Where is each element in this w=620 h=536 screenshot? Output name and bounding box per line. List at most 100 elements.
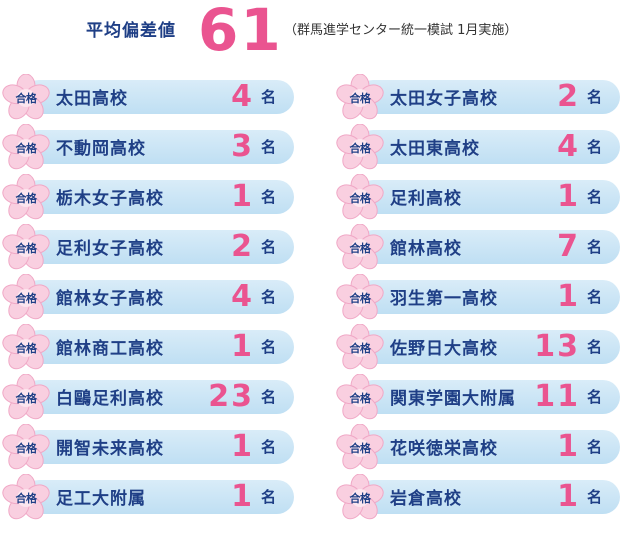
school-name: 太田高校 [56,89,128,109]
pass-count: 23 [208,379,254,414]
school-name: 館林高校 [390,239,462,259]
sakura-flower-icon: 合格 [334,74,386,122]
result-row: 合格 関東学園大附属 11 名 [334,372,620,422]
result-pill [22,80,294,114]
sakura-flower-icon: 合格 [334,224,386,272]
pass-count: 1 [557,479,580,514]
result-pill [22,380,294,414]
pass-badge-text: 合格 [15,342,38,355]
result-pill [356,80,620,114]
result-row: 合格 足利高校 1 名 [334,172,620,222]
result-pill [22,330,294,364]
pass-count: 7 [557,229,580,264]
count-unit: 名 [586,188,602,206]
pass-count: 1 [231,329,254,364]
pass-count: 13 [534,329,580,364]
result-row: 合格 足工大附属 1 名 [0,472,294,522]
count-unit: 名 [260,238,276,256]
count-unit: 名 [586,388,602,406]
pass-count: 4 [231,279,254,314]
pass-badge-text: 合格 [349,192,372,205]
result-row: 合格 栃木女子高校 1 名 [0,172,294,222]
result-row: 合格 太田女子高校 2 名 [334,72,620,122]
sakura-flower-icon: 合格 [0,224,52,272]
result-row: 合格 佐野日大高校 13 名 [334,322,620,372]
school-name: 羽生第一高校 [390,289,498,309]
pass-badge-text: 合格 [15,92,38,105]
count-unit: 名 [586,488,602,506]
result-pill [356,430,620,464]
sakura-flower-icon: 合格 [0,374,52,422]
pass-badge-text: 合格 [15,142,38,155]
result-pill [22,130,294,164]
pass-count: 2 [231,229,254,264]
count-unit: 名 [586,438,602,456]
count-unit: 名 [260,388,276,406]
pass-badge-text: 合格 [15,392,38,405]
result-pill [22,430,294,464]
school-name: 太田女子高校 [390,89,498,109]
pass-count: 4 [557,129,580,164]
pass-count: 1 [231,179,254,214]
pass-badge-text: 合格 [349,242,372,255]
sakura-flower-icon: 合格 [334,124,386,172]
sakura-flower-icon: 合格 [0,74,52,122]
pass-count: 1 [557,429,580,464]
pass-count: 2 [557,79,580,114]
pass-badge-text: 合格 [349,442,372,455]
result-pill [356,180,620,214]
sakura-flower-icon: 合格 [0,124,52,172]
sakura-flower-icon: 合格 [0,174,52,222]
school-name: 栃木女子高校 [56,189,164,209]
sakura-flower-icon: 合格 [334,174,386,222]
pass-count: 1 [231,429,254,464]
pass-count: 4 [231,79,254,114]
school-name: 足工大附属 [56,489,146,509]
sakura-flower-icon: 合格 [0,274,52,322]
pass-count: 1 [557,279,580,314]
school-name: 白鷗足利高校 [56,389,164,409]
pass-badge-text: 合格 [15,492,38,505]
count-unit: 名 [260,288,276,306]
result-pill [356,280,620,314]
result-row: 合格 花咲徳栄高校 1 名 [334,422,620,472]
school-name: 太田東高校 [390,139,480,159]
count-unit: 名 [260,188,276,206]
count-unit: 名 [586,238,602,256]
pass-badge-text: 合格 [349,392,372,405]
school-name: 館林女子高校 [56,289,164,309]
pass-badge-text: 合格 [15,242,38,255]
pass-count: 1 [557,179,580,214]
sakura-flower-icon: 合格 [334,274,386,322]
result-pill [356,480,620,514]
result-pill [356,130,620,164]
sakura-flower-icon: 合格 [334,324,386,372]
result-row: 合格 白鷗足利高校 23 名 [0,372,294,422]
sakura-flower-icon: 合格 [334,374,386,422]
exam-note: （群馬進学センター統一模試 1月実施） [284,23,518,38]
result-row: 合格 開智未来高校 1 名 [0,422,294,472]
pass-badge-text: 合格 [15,292,38,305]
result-row: 合格 館林商工高校 1 名 [0,322,294,372]
school-name: 不動岡高校 [56,139,146,159]
school-name: 足利高校 [390,189,462,209]
sakura-flower-icon: 合格 [0,424,52,472]
count-unit: 名 [586,88,602,106]
result-row: 合格 館林女子高校 4 名 [0,272,294,322]
result-pill [22,180,294,214]
count-unit: 名 [260,138,276,156]
result-row: 合格 館林高校 7 名 [334,222,620,272]
result-pill [22,480,294,514]
sakura-flower-icon: 合格 [0,324,52,372]
result-row: 合格 足利女子高校 2 名 [0,222,294,272]
sakura-flower-icon: 合格 [334,424,386,472]
pass-badge-text: 合格 [349,492,372,505]
pass-badge-text: 合格 [349,342,372,355]
average-deviation-value: 61 [198,0,283,64]
count-unit: 名 [260,88,276,106]
pass-count: 11 [534,379,580,414]
count-unit: 名 [260,488,276,506]
left-column: 合格 太田高校 4 名 合格 不動岡高校 3 名 [0,72,294,522]
result-row: 合格 不動岡高校 3 名 [0,122,294,172]
pass-count: 3 [231,129,254,164]
